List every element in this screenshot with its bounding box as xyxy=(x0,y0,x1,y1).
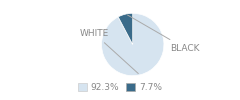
Wedge shape xyxy=(102,13,164,76)
Text: BLACK: BLACK xyxy=(127,15,200,53)
Wedge shape xyxy=(118,13,133,44)
Legend: 92.3%, 7.7%: 92.3%, 7.7% xyxy=(74,79,166,95)
Text: WHITE: WHITE xyxy=(80,29,138,74)
